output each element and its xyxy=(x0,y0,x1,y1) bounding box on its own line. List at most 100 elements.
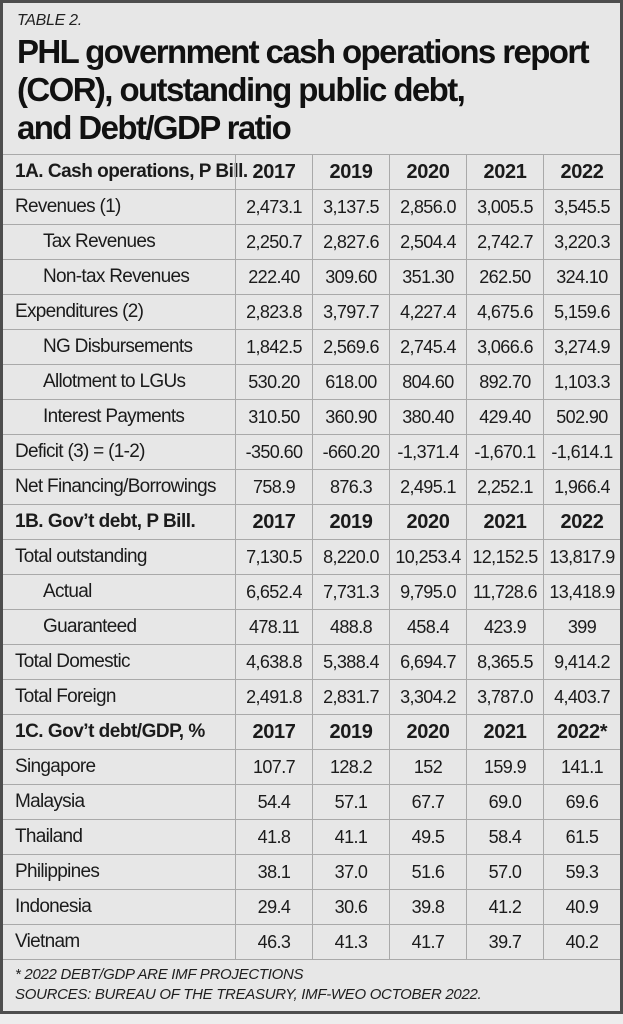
table-row: Actual 6,652.4 7,731.3 9,795.0 11,728.6 13,41… xyxy=(3,574,620,609)
cell-value: 41.3 xyxy=(312,925,389,959)
cell-value: 618.00 xyxy=(312,365,389,399)
cell-value: 2,250.7 xyxy=(235,225,312,259)
cell-value: 9,795.0 xyxy=(389,575,466,609)
cell-value: 3,545.5 xyxy=(543,190,620,224)
year-column-header: 2021 xyxy=(466,505,543,539)
cell-value: 58.4 xyxy=(466,820,543,854)
row-label: Vietnam xyxy=(15,931,80,952)
cell-value: 39.7 xyxy=(466,925,543,959)
table-row: Vietnam 46.3 41.3 41.7 39.7 40.2 xyxy=(3,924,620,959)
cell-value: 351.30 xyxy=(389,260,466,294)
row-label: Philippines xyxy=(15,861,100,882)
title-line: (COR), outstanding public debt, xyxy=(17,71,466,108)
year-column-header: 2022 xyxy=(543,155,620,189)
cell-value: 3,787.0 xyxy=(466,680,543,714)
cell-value: 37.0 xyxy=(312,855,389,889)
footnote-sources: SOURCES: BUREAU OF THE TREASURY, IMF-WEO… xyxy=(15,986,482,1003)
table-row: Interest Payments 310.50 360.90 380.40 429.4… xyxy=(3,399,620,434)
cell-value: 262.50 xyxy=(466,260,543,294)
table-row: Guaranteed 478.11 488.8 458.4 423.9 399 xyxy=(3,609,620,644)
cell-value: 3,797.7 xyxy=(312,295,389,329)
row-label: Malaysia xyxy=(15,791,85,812)
row-label: Expenditures (2) xyxy=(15,301,144,322)
title-line: and Debt/GDP ratio xyxy=(17,109,292,146)
cell-value: 2,831.7 xyxy=(312,680,389,714)
cell-value: 4,403.7 xyxy=(543,680,620,714)
year-column-header: 2017 xyxy=(235,155,312,189)
cell-value: 758.9 xyxy=(235,470,312,504)
year-column-header: 2021 xyxy=(466,155,543,189)
row-label: Guaranteed xyxy=(43,616,137,637)
table-row: Tax Revenues 2,250.7 2,827.6 2,504.4 2,742.7… xyxy=(3,224,620,259)
cell-value: 3,137.5 xyxy=(312,190,389,224)
table-row: Revenues (1) 2,473.1 3,137.5 2,856.0 3,005.5… xyxy=(3,189,620,224)
cell-value: 3,005.5 xyxy=(466,190,543,224)
cell-value: -660.20 xyxy=(312,435,389,469)
row-label: Total Foreign xyxy=(15,686,116,707)
year-column-header: 2022* xyxy=(543,715,620,749)
section-label: 1A. Cash operations, P Bill. xyxy=(15,161,248,182)
table-row: Non-tax Revenues 222.40 309.60 351.30 262.50… xyxy=(3,259,620,294)
cell-value: 40.2 xyxy=(543,925,620,959)
cell-value: 41.8 xyxy=(235,820,312,854)
row-label: Singapore xyxy=(15,756,96,777)
section-header-row: 1C. Gov’t debt/GDP, % 2017 2019 2020 2021 202… xyxy=(3,714,620,749)
section-header-row: 1B. Gov’t debt, P Bill. 2017 2019 2020 2021 2… xyxy=(3,504,620,539)
cell-value: 41.1 xyxy=(312,820,389,854)
cell-value: 51.6 xyxy=(389,855,466,889)
cell-value: 5,159.6 xyxy=(543,295,620,329)
cell-value: 8,365.5 xyxy=(466,645,543,679)
cell-value: 128.2 xyxy=(312,750,389,784)
section-header-row: 1A. Cash operations, P Bill. 2017 2019 2020… xyxy=(3,154,620,189)
figure-title: PHL government cash operations report (C… xyxy=(17,33,606,147)
cell-value: 11,728.6 xyxy=(466,575,543,609)
cell-value: 152 xyxy=(389,750,466,784)
cell-value: 59.3 xyxy=(543,855,620,889)
row-label: Deficit (3) = (1-2) xyxy=(15,441,145,462)
cell-value: 13,418.9 xyxy=(543,575,620,609)
row-label: Revenues (1) xyxy=(15,196,121,217)
cell-value: -1,670.1 xyxy=(466,435,543,469)
cell-value: 8,220.0 xyxy=(312,540,389,574)
cell-value: 141.1 xyxy=(543,750,620,784)
cell-value: 69.6 xyxy=(543,785,620,819)
cell-value: 61.5 xyxy=(543,820,620,854)
cell-value: 3,274.9 xyxy=(543,330,620,364)
cell-value: 1,842.5 xyxy=(235,330,312,364)
cell-value: 478.11 xyxy=(235,610,312,644)
cell-value: 324.10 xyxy=(543,260,620,294)
section-label: 1B. Gov’t debt, P Bill. xyxy=(15,511,196,532)
cell-value: 29.4 xyxy=(235,890,312,924)
row-label: Non-tax Revenues xyxy=(43,266,190,287)
row-label: Net Financing/Borrowings xyxy=(15,476,216,497)
cell-value: 10,253.4 xyxy=(389,540,466,574)
cell-value: 57.0 xyxy=(466,855,543,889)
year-column-header: 2020 xyxy=(389,715,466,749)
cell-value: 1,966.4 xyxy=(543,470,620,504)
cell-value: 2,495.1 xyxy=(389,470,466,504)
cell-value: 6,694.7 xyxy=(389,645,466,679)
cell-value: 41.2 xyxy=(466,890,543,924)
year-column-header: 2020 xyxy=(389,155,466,189)
cell-value: 876.3 xyxy=(312,470,389,504)
cell-value: 67.7 xyxy=(389,785,466,819)
cell-value: 399 xyxy=(543,610,620,644)
masthead: TABLE 2. PHL government cash operations … xyxy=(3,3,620,154)
cell-value: 4,227.4 xyxy=(389,295,466,329)
cell-value: 502.90 xyxy=(543,400,620,434)
table-row: Net Financing/Borrowings 758.9 876.3 2,495.… xyxy=(3,469,620,504)
title-line: PHL government cash operations report xyxy=(17,33,590,70)
cell-value: 1,103.3 xyxy=(543,365,620,399)
table-row: Total outstanding 7,130.5 8,220.0 10,253.4 1… xyxy=(3,539,620,574)
row-label: Interest Payments xyxy=(43,406,185,427)
footnote-projection: * 2022 DEBT/GDP ARE IMF PROJECTIONS xyxy=(15,966,304,983)
cell-value: 57.1 xyxy=(312,785,389,819)
cell-value: 38.1 xyxy=(235,855,312,889)
year-column-header: 2019 xyxy=(312,155,389,189)
row-label: Allotment to LGUs xyxy=(43,371,186,392)
row-label: Actual xyxy=(43,581,92,602)
cell-value: 2,823.8 xyxy=(235,295,312,329)
row-label: Thailand xyxy=(15,826,83,847)
cell-value: 159.9 xyxy=(466,750,543,784)
cell-value: 46.3 xyxy=(235,925,312,959)
